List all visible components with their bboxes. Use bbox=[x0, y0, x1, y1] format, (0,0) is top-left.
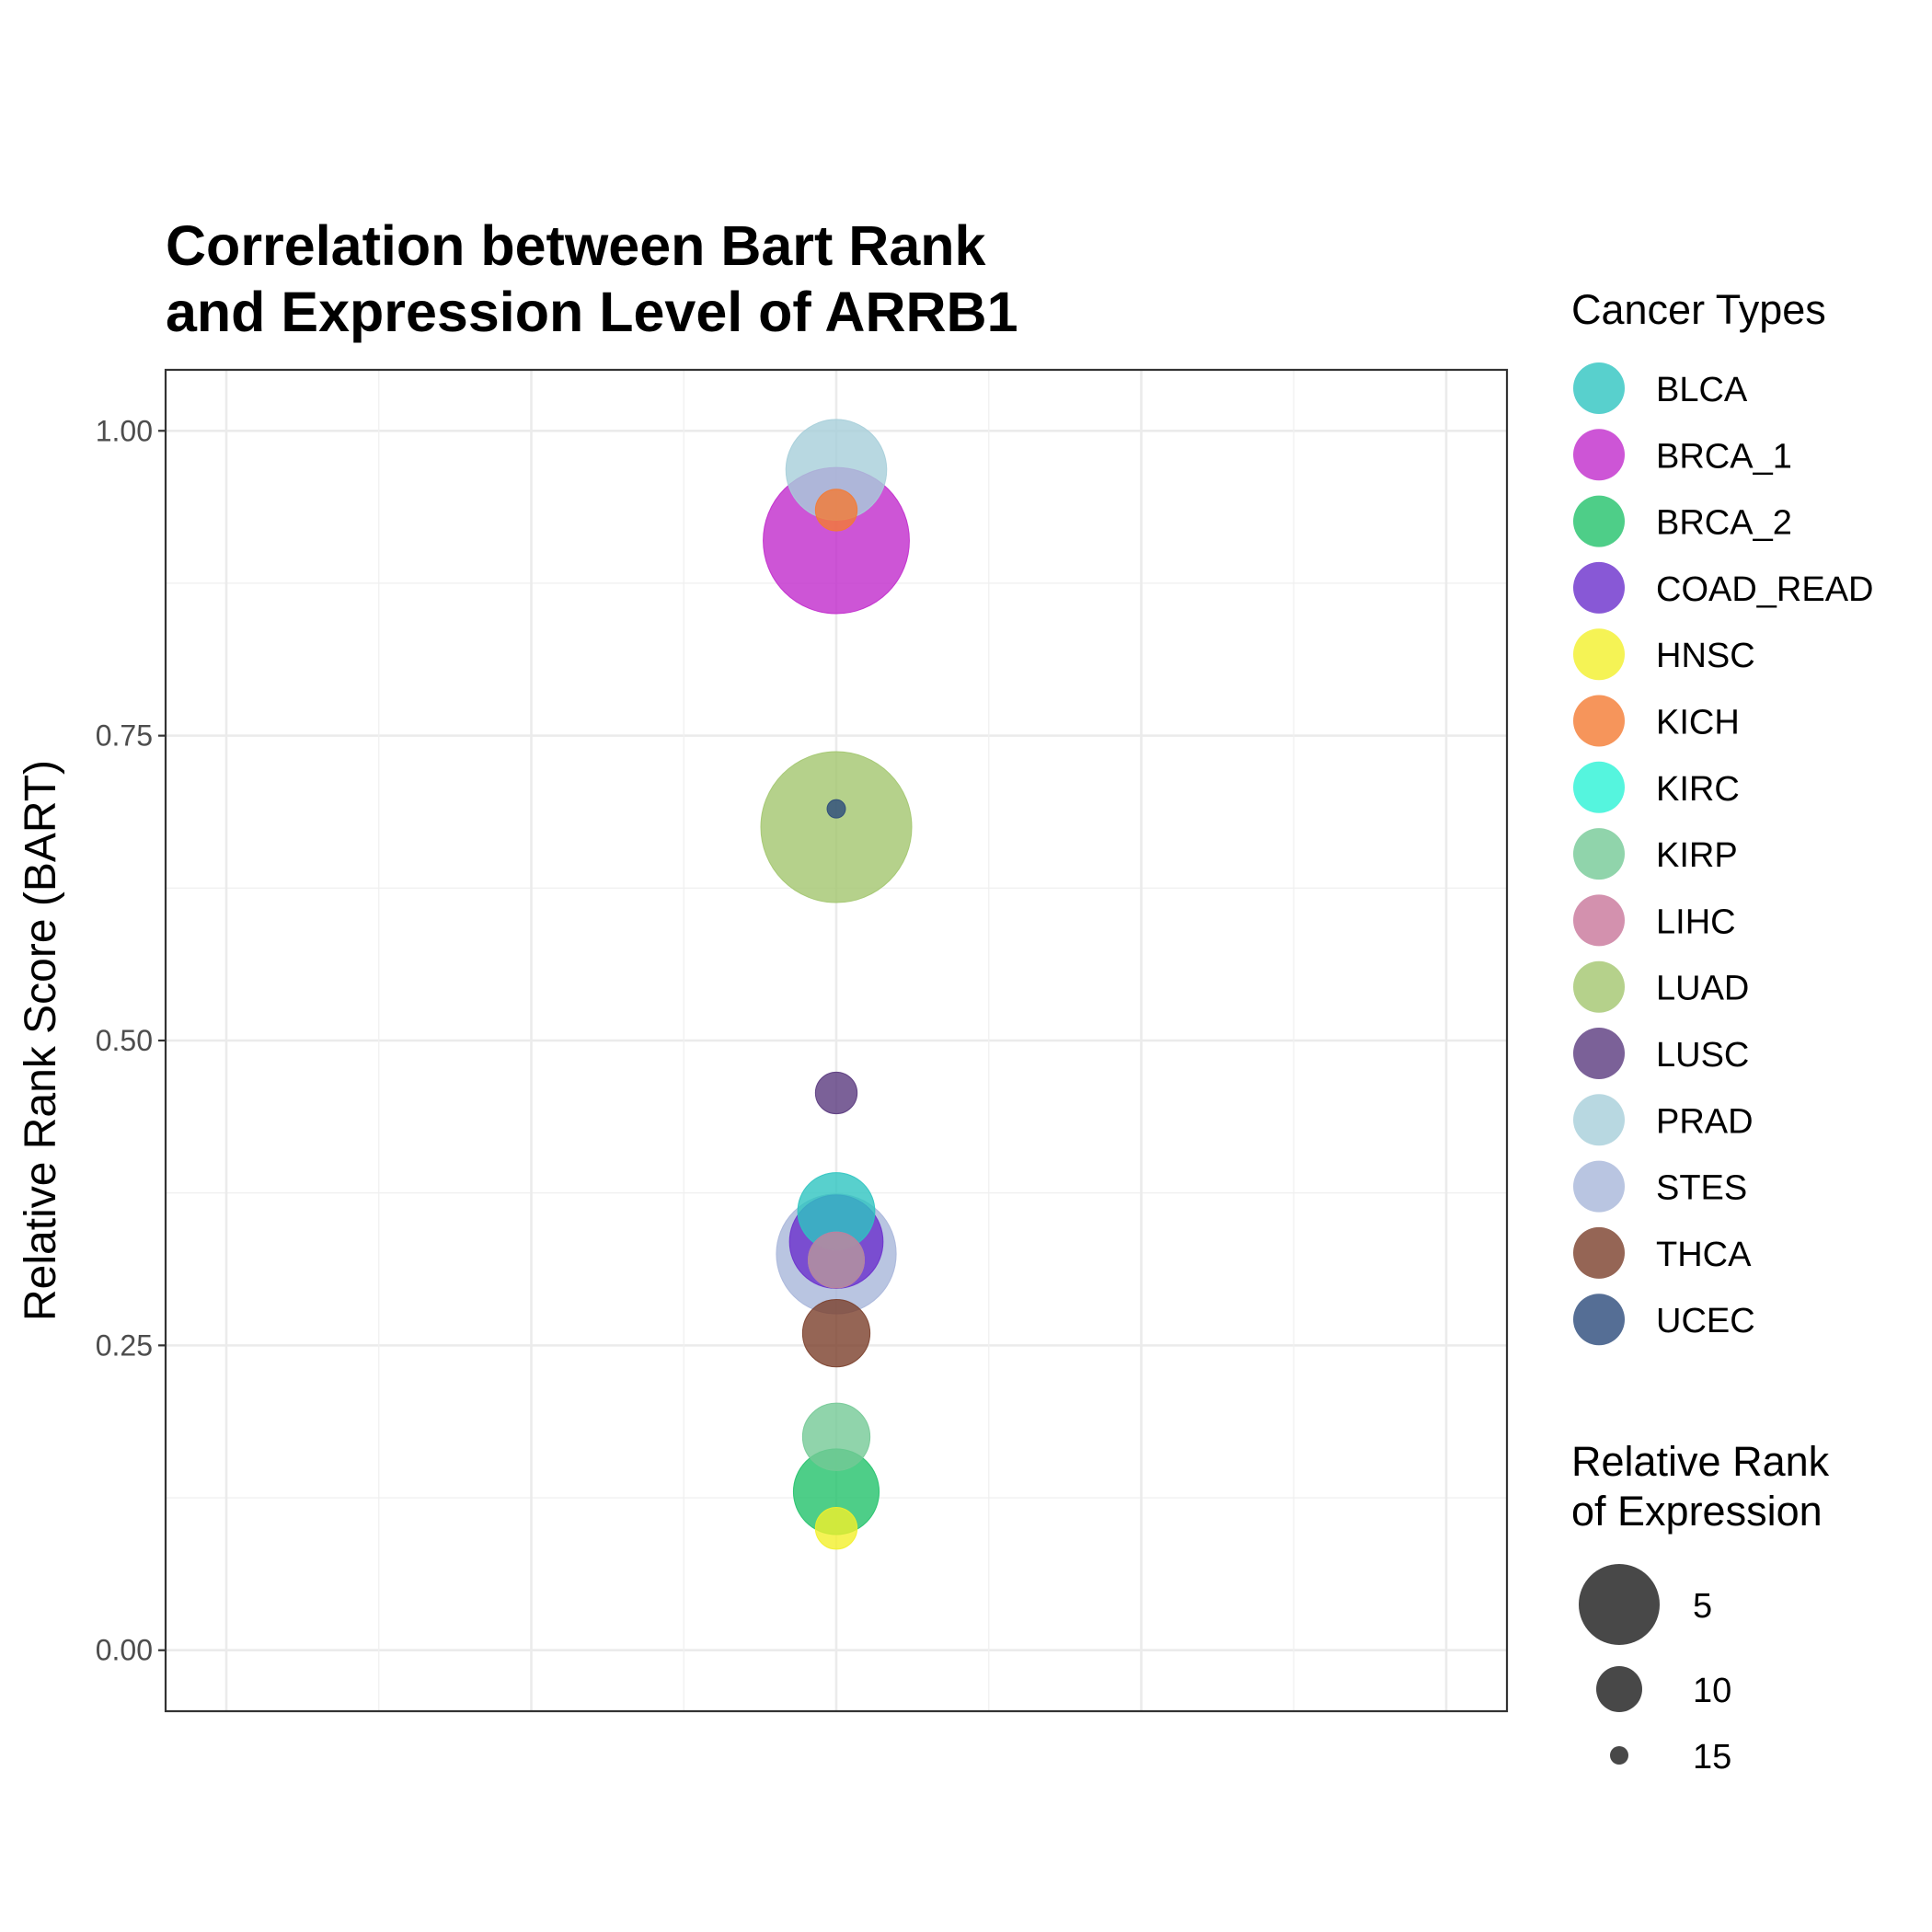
chart-title-line-1: Correlation between Bart Rank bbox=[166, 214, 986, 277]
legend-key-coad-read bbox=[1573, 561, 1625, 614]
legend-key-brca-2 bbox=[1573, 495, 1625, 547]
legend-key-prad bbox=[1573, 1094, 1625, 1146]
legend-key-blca bbox=[1573, 362, 1625, 414]
legend-key-luad bbox=[1573, 960, 1625, 1013]
size-legend-label: 10 bbox=[1693, 1672, 1731, 1710]
legend-label: STES bbox=[1656, 1169, 1747, 1208]
size-legend-label: 15 bbox=[1693, 1738, 1731, 1777]
size-legend-key bbox=[1579, 1564, 1660, 1645]
legend-label: LIHC bbox=[1656, 903, 1736, 941]
legend-key-stes bbox=[1573, 1160, 1625, 1213]
size-legend-title-line-1: Relative Rank bbox=[1571, 1438, 1830, 1485]
y-tick-label: 0.75 bbox=[96, 719, 153, 753]
point-thca bbox=[801, 1298, 871, 1368]
legend-key-kich bbox=[1573, 695, 1625, 747]
legend-label: LUSC bbox=[1656, 1036, 1749, 1075]
point-kich bbox=[814, 489, 858, 532]
y-tick-label: 0.00 bbox=[96, 1634, 153, 1667]
legend-key-lihc bbox=[1573, 894, 1625, 947]
legend-key-thca bbox=[1573, 1226, 1625, 1279]
y-axis-ticks: 0.00 0.25 0.50 0.75 1.00 bbox=[96, 414, 166, 1667]
legend-label: BRCA_1 bbox=[1656, 437, 1792, 476]
legend-label: LUAD bbox=[1656, 970, 1749, 1008]
size-legend-title-line-2: of Expression bbox=[1571, 1488, 1823, 1535]
plot-panel-border bbox=[164, 368, 1509, 1713]
point-lihc bbox=[808, 1231, 865, 1289]
legend-key-ucec bbox=[1573, 1294, 1625, 1346]
color-legend: BLCA BRCA_1 BRCA_2 COAD_READ HNSC KICH KIRC KIR… bbox=[1573, 362, 1874, 1346]
y-axis-label: Relative Rank Score (BART) bbox=[17, 760, 65, 1321]
legend-label: KICH bbox=[1656, 704, 1740, 742]
point-hnsc bbox=[814, 1507, 858, 1550]
size-legend: 5 10 15 bbox=[1579, 1564, 1731, 1777]
legend-label: THCA bbox=[1656, 1236, 1752, 1274]
legend-key-lusc bbox=[1573, 1028, 1625, 1079]
legend-label: HNSC bbox=[1656, 637, 1755, 675]
legend-key-kirp bbox=[1573, 828, 1625, 880]
legend-label: KIRC bbox=[1656, 770, 1740, 809]
legend-label: BRCA_2 bbox=[1656, 504, 1792, 543]
chart-title-line-2: and Expression Level of ARRB1 bbox=[166, 281, 1018, 343]
y-tick-label: 0.50 bbox=[96, 1024, 153, 1057]
legend-label: UCEC bbox=[1656, 1302, 1755, 1340]
legend-label: PRAD bbox=[1656, 1102, 1754, 1141]
point-kirp bbox=[801, 1402, 871, 1471]
point-lusc bbox=[814, 1071, 858, 1115]
size-legend-key bbox=[1610, 1746, 1628, 1765]
y-tick-label: 0.25 bbox=[96, 1328, 153, 1362]
legend-label: COAD_READ bbox=[1656, 570, 1874, 609]
data-points bbox=[760, 419, 913, 1550]
legend-key-brca-1 bbox=[1573, 429, 1625, 481]
legend-key-hnsc bbox=[1573, 628, 1625, 681]
legend-label: BLCA bbox=[1656, 371, 1748, 409]
point-luad bbox=[760, 751, 913, 903]
y-tick-label: 1.00 bbox=[96, 414, 153, 447]
size-legend-label: 5 bbox=[1693, 1587, 1712, 1626]
color-legend-title: Cancer Types bbox=[1571, 286, 1826, 333]
size-legend-key bbox=[1596, 1666, 1642, 1712]
legend-key-kirc bbox=[1573, 761, 1625, 813]
point-ucec bbox=[826, 799, 846, 819]
legend-label: KIRP bbox=[1656, 836, 1738, 875]
